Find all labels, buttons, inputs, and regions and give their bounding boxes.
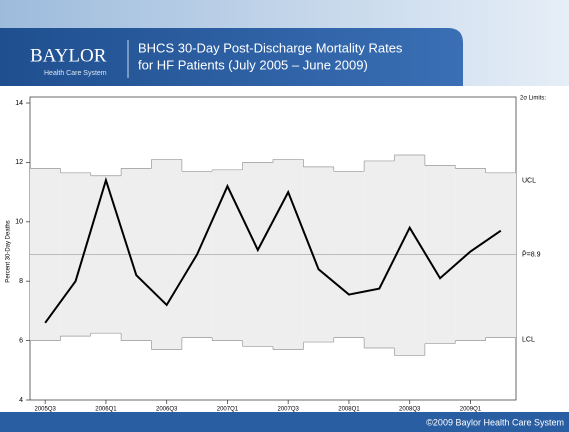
y-tick-label: 6	[19, 337, 23, 344]
title-banner	[0, 28, 463, 86]
title-line: BHCS 30-Day Post-Discharge Mortality Rat…	[138, 40, 403, 55]
x-tick-label: 2007Q3	[278, 407, 300, 413]
x-tick-label: 2008Q1	[338, 407, 360, 413]
y-tick-label: 10	[15, 219, 23, 226]
y-tick-label: 8	[19, 278, 23, 285]
logo: BAYLOR	[30, 45, 107, 66]
title-line: for HF Patients (July 2005 – June 2009)	[138, 57, 368, 72]
x-tick-label: 2006Q1	[95, 407, 117, 413]
x-tick-label: 2009Q1	[460, 407, 482, 413]
y-tick-label: 14	[15, 100, 23, 107]
y-tick-label: 4	[19, 397, 23, 404]
logo-sub: Health Care System	[44, 70, 107, 77]
x-tick-label: 2006Q3	[156, 407, 178, 413]
chart: P̄=8.9 2σ Limits: UCL LCL 4 6 8 10 12 14 2005Q3 200…	[6, 96, 547, 413]
limits-label: 2σ Limits:	[520, 96, 546, 102]
x-tick-label: 2007Q1	[217, 407, 239, 413]
lcl-label: LCL	[522, 336, 535, 343]
control-band	[212, 169, 243, 341]
y-tick-label: 12	[15, 159, 23, 166]
ucl-label: UCL	[522, 178, 536, 185]
footer: ©2009 Baylor Health Care System	[426, 417, 564, 427]
series-line	[44, 176, 502, 324]
x-tick-label: 2008Q3	[399, 407, 421, 413]
center-label: P̄=8.9	[522, 250, 541, 258]
control-band	[485, 172, 516, 338]
y-axis-label: Percent 30-Day Deaths	[6, 220, 12, 282]
x-tick-label: 2005Q3	[35, 407, 57, 413]
footer-bar	[0, 412, 569, 432]
control-band	[394, 154, 425, 356]
